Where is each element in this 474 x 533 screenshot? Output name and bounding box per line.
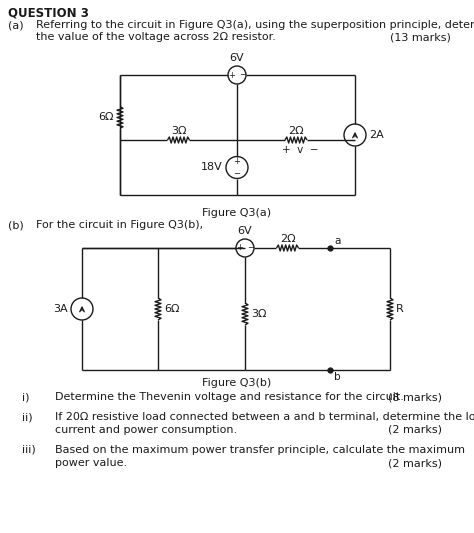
Text: (a): (a) — [8, 20, 24, 30]
Text: Based on the maximum power transfer principle, calculate the maximum: Based on the maximum power transfer prin… — [55, 445, 465, 455]
Text: 18V: 18V — [201, 163, 223, 173]
Text: −: − — [234, 169, 240, 179]
Text: b: b — [334, 372, 341, 382]
Text: 2A: 2A — [369, 130, 384, 140]
Text: +  v  −: + v − — [282, 145, 319, 155]
Text: (2 marks): (2 marks) — [388, 425, 442, 435]
Text: R: R — [396, 304, 404, 314]
Text: Determine the Thevenin voltage and resistance for the circuit.: Determine the Thevenin voltage and resis… — [55, 392, 404, 402]
Text: 6V: 6V — [237, 226, 252, 236]
Text: a: a — [334, 236, 340, 246]
Text: 2Ω: 2Ω — [280, 234, 295, 244]
Text: −: − — [247, 244, 254, 253]
Text: For the circuit in Figure Q3(b),: For the circuit in Figure Q3(b), — [36, 220, 203, 230]
Text: Figure Q3(a): Figure Q3(a) — [202, 208, 272, 218]
Text: +: + — [234, 157, 240, 166]
Text: −: − — [239, 70, 246, 79]
Text: (b): (b) — [8, 220, 24, 230]
Text: (13 marks): (13 marks) — [390, 32, 451, 42]
Text: power value.: power value. — [55, 458, 127, 468]
Text: 2Ω: 2Ω — [288, 126, 304, 136]
Text: 6Ω: 6Ω — [99, 112, 114, 123]
Text: +: + — [228, 70, 235, 79]
Text: If 20Ω resistive load connected between a and b terminal, determine the load: If 20Ω resistive load connected between … — [55, 412, 474, 422]
Text: 3Ω: 3Ω — [251, 309, 266, 319]
Text: 3Ω: 3Ω — [171, 126, 186, 136]
Text: (2 marks): (2 marks) — [388, 458, 442, 468]
Text: Referring to the circuit in Figure Q3(a), using the superposition principle, det: Referring to the circuit in Figure Q3(a)… — [36, 20, 474, 30]
Text: current and power consumption.: current and power consumption. — [55, 425, 237, 435]
Text: QUESTION 3: QUESTION 3 — [8, 7, 89, 20]
Text: ii): ii) — [22, 412, 33, 422]
Text: 6Ω: 6Ω — [164, 304, 180, 314]
Text: 3A: 3A — [54, 304, 68, 314]
Text: (8 marks): (8 marks) — [388, 392, 442, 402]
Text: +: + — [236, 244, 243, 253]
Text: 6V: 6V — [230, 53, 244, 63]
Text: iii): iii) — [22, 445, 36, 455]
Text: Figure Q3(b): Figure Q3(b) — [202, 378, 272, 388]
Text: the value of the voltage across 2Ω resistor.: the value of the voltage across 2Ω resis… — [36, 32, 276, 42]
Text: i): i) — [22, 392, 29, 402]
